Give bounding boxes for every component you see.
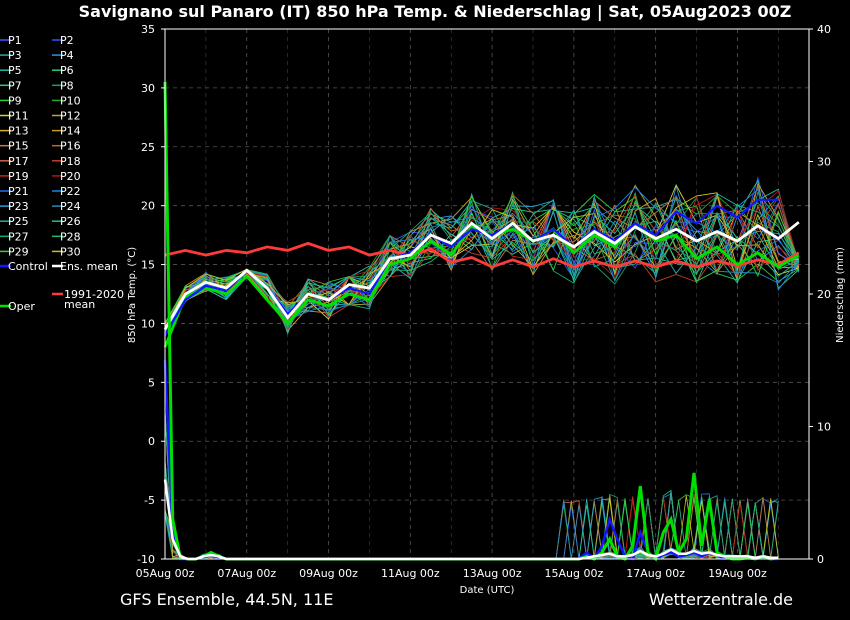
legend-label: P15	[8, 140, 29, 153]
legend-label: P25	[8, 215, 29, 228]
legend-label: P29	[8, 245, 29, 258]
member-line	[164, 189, 800, 331]
legend-label: P8	[60, 79, 74, 92]
axes: -10 -5 0 5 10 15 20 25 30 35 0 10 20 30 40 05Aug 00z 07A…	[136, 23, 831, 580]
legend-label: P27	[8, 230, 29, 243]
y-tick-label: 0	[148, 435, 155, 448]
y2-tick-label: 0	[817, 553, 824, 566]
y-tick-label: 5	[148, 376, 155, 389]
legend-label: P20	[60, 170, 81, 183]
legend-label: P2	[60, 34, 74, 47]
legend-label: P26	[60, 215, 81, 228]
legend: P1 P2 P3 P4 P5 P6 P7 P8 P9 P10 P11 P12 P13 P14 P15 P16 P…	[0, 34, 124, 313]
ens-mean-temp-line	[163, 221, 800, 331]
footer-left: GFS Ensemble, 44.5N, 11E	[120, 590, 333, 609]
member-line	[164, 196, 800, 327]
legend-label: Oper	[8, 300, 35, 313]
x-tick-label: 15Aug 00z	[545, 567, 604, 580]
x-tick-label: 17Aug 00z	[626, 567, 685, 580]
legend-label: P18	[60, 155, 81, 168]
y-tick-label: 35	[141, 23, 155, 36]
legend-label: P13	[8, 125, 29, 138]
climate-mean-line	[164, 241, 800, 269]
legend-label: P6	[60, 64, 74, 77]
y-tick-label: -10	[137, 553, 155, 566]
legend-label: P7	[8, 79, 22, 92]
y-tick-label: 25	[141, 141, 155, 154]
y2-tick-label: 10	[817, 421, 831, 434]
y2-tick-label: 40	[817, 23, 831, 36]
legend-label: 1991-2020	[64, 288, 124, 301]
x-tick-label: 19Aug 00z	[708, 567, 767, 580]
legend-label: P16	[60, 140, 81, 153]
legend-label: P5	[8, 64, 22, 77]
legend-label: P12	[60, 110, 81, 123]
legend-label: P21	[8, 185, 29, 198]
legend-label: P9	[8, 94, 22, 107]
legend-label: P10	[60, 94, 81, 107]
legend-label: P14	[60, 125, 81, 138]
member-line	[164, 192, 799, 331]
legend-label: P28	[60, 230, 81, 243]
member-line	[164, 193, 800, 325]
legend-label: P30	[60, 245, 81, 258]
legend-label-cont: mean	[64, 298, 95, 311]
x-tick-label: 09Aug 00z	[299, 567, 358, 580]
y2-axis-label: Niederschlag (mm)	[835, 247, 846, 343]
x-tick-label: 13Aug 00z	[463, 567, 522, 580]
legend-label: P4	[60, 49, 74, 62]
legend-label: P23	[8, 200, 29, 213]
legend-label: P1	[8, 34, 22, 47]
legend-label: Ens. mean	[60, 260, 118, 273]
x-tick-label: 11Aug 00z	[381, 567, 440, 580]
y-tick-label: -5	[144, 494, 155, 507]
y-axis-label: 850 hPa Temp. (°C)	[127, 247, 138, 343]
y-tick-label: 30	[141, 82, 155, 95]
x-tick-label: 07Aug 00z	[217, 567, 276, 580]
legend-label: P22	[60, 185, 81, 198]
legend-label: P24	[60, 200, 81, 213]
footer-right: Wetterzentrale.de	[649, 590, 793, 609]
legend-label: P17	[8, 155, 29, 168]
chart-title: Savignano sul Panaro (IT) 850 hPa Temp. …	[79, 2, 792, 22]
legend-label: P3	[8, 49, 22, 62]
legend-label: P11	[8, 110, 29, 123]
x-axis-label: Date (UTC)	[460, 585, 515, 596]
y2-tick-label: 20	[817, 288, 831, 301]
y-tick-label: 20	[141, 200, 155, 213]
x-tick-label: 05Aug 00z	[136, 567, 195, 580]
y2-tick-label: 30	[817, 156, 831, 169]
y-tick-label: 15	[141, 259, 155, 272]
legend-label: P19	[8, 170, 29, 183]
member-line	[164, 192, 800, 336]
legend-label: Control	[8, 260, 48, 273]
y-tick-label: 10	[141, 317, 155, 330]
